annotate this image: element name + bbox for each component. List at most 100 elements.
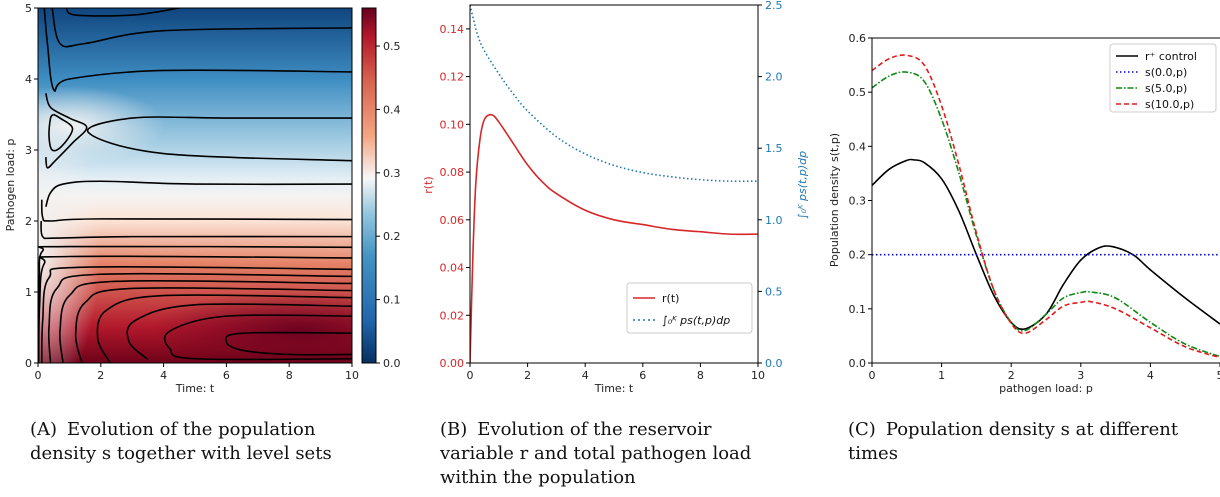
panel-c-y-tick-label: 0.4: [849, 140, 867, 153]
legend-box: [1109, 43, 1217, 113]
panel-b-ylabel-left: r(t): [422, 176, 435, 193]
contour-level-13: [45, 92, 88, 169]
panel-b-x-tick-label: 10: [751, 369, 765, 382]
panel-a-x-tick-label: 2: [97, 369, 104, 382]
legend-label-s0: s(0.0,p): [1145, 66, 1187, 79]
colorbar-tick-label: 0.2: [383, 230, 401, 243]
panel-a-y-tick-label: 1: [25, 286, 32, 299]
panel-b-series-1: [470, 5, 758, 183]
legend-label-r: r(t): [662, 292, 679, 305]
panel-c-x-tick-label: 2: [1008, 369, 1015, 382]
legend-label-integral: ∫₀ᴷ ps(t,p)dp: [662, 314, 730, 327]
panel-c-series-3: [872, 54, 1220, 359]
panel-b-yleft-tick-label: 0.12: [440, 71, 465, 84]
contour-level-9: [38, 245, 352, 321]
panel-c-y-tick-label: 0.2: [849, 249, 867, 262]
panel-c-y-tick-label: 0.6: [849, 32, 867, 45]
caption-c-tag: (C): [848, 419, 876, 440]
panel-c-legend: r⁺ control s(0.0,p) s(5.0,p) s(10.0,p): [1109, 43, 1217, 113]
panel-a-x-tick-label: 4: [160, 369, 167, 382]
panel-b-yright-tick-label: 0.5: [765, 285, 783, 298]
panel-b-line-chart: 0 2 4 6 8 10 0.00 0.02 0.04 0.06 0.08 0.10 0.12 0.14 0…: [422, 0, 809, 395]
panel-b-xlabel: Time: t: [594, 382, 634, 395]
colorbar: [361, 7, 377, 364]
contour-level-3: [96, 294, 352, 363]
colorbar-tick-label: 0.3: [383, 167, 401, 180]
contour-level-5: [58, 279, 352, 363]
panel-a-x-tick-label: 6: [223, 369, 230, 382]
panel-c-x-tick-label: 3: [1077, 369, 1084, 382]
contour-level-16: [43, 8, 352, 92]
figure-canvas: 0 2 4 6 8 10 0 1 2 3 4 5 Time: t Pathogen load: p 0…: [4, 0, 1220, 395]
panel-b-yright-tick-label: 0.0: [765, 357, 783, 370]
caption-b-text: Evolution of the reservoir variable r an…: [440, 419, 752, 488]
panel-b-yleft-tick-label: 0.14: [440, 23, 465, 36]
contour-level-17: [51, 8, 352, 48]
contour-level-2: [126, 303, 352, 361]
caption-c-text: Population density s at different times: [848, 419, 1179, 464]
contour-level-14: [48, 113, 74, 152]
contour-level-4: [74, 287, 352, 363]
panel-a-y-tick-label: 5: [25, 2, 32, 15]
panel-c-x-tick-label: 5: [1217, 369, 1220, 382]
contour-level-1: [163, 314, 352, 361]
panel-b-yright-tick-label: 1.5: [765, 142, 783, 155]
panel-b-ylabel-right: ∫₀ᴷ ps(t,p)dp: [796, 151, 809, 219]
contour-level-6: [47, 272, 352, 363]
panel-c-y-tick-label: 0.3: [849, 195, 867, 208]
colorbar-tick-label: 0.4: [383, 103, 401, 116]
legend-label-control: r⁺ control: [1145, 50, 1197, 63]
colorbar-tick-label: 0.5: [383, 40, 401, 53]
panel-a-heatmap: 0 2 4 6 8 10 0 1 2 3 4 5 Time: t Pathogen load: p 0…: [4, 2, 401, 395]
caption-a-text: Evolution of the population density s to…: [30, 419, 332, 464]
colorbar-ticks: 0.0 0.1 0.2 0.3 0.4 0.5: [376, 40, 401, 370]
panel-a-ylabel: Pathogen load: p: [4, 139, 17, 232]
panel-b-yright-tick-label: 2.5: [765, 0, 783, 12]
panel-a-frame: [37, 7, 353, 364]
caption-b: (B) Evolution of the reservoir variable r…: [440, 418, 790, 490]
panel-a-xlabel: Time: t: [175, 382, 215, 395]
contour-level-12: [45, 180, 352, 208]
contour-level-18: [65, 8, 180, 17]
panel-b-x-tick-label: 2: [524, 369, 531, 382]
panel-a-y-tick-label: 3: [25, 144, 32, 157]
panel-c-x-tick-label: 0: [869, 369, 876, 382]
contour-lines: [38, 8, 352, 363]
panel-b-frame: [469, 4, 759, 364]
panel-a-x-tick-label: 8: [286, 369, 293, 382]
panel-c-series-2: [872, 71, 1220, 358]
colorbar-tick-label: 0.1: [383, 294, 401, 307]
panel-b-series-0: [470, 113, 758, 363]
panel-b-x-tick-label: 0: [467, 369, 474, 382]
panel-c-line-chart: 0 1 2 3 4 5 0.0 0.1 0.2 0.3 0.4 0.5 0.6 pathogen loa…: [828, 32, 1220, 395]
contour-level-11: [40, 199, 352, 222]
panel-b-yleft-tick-label: 0.08: [440, 166, 465, 179]
contour-level-0: [225, 331, 352, 356]
panel-b-x-tick-label: 8: [697, 369, 704, 382]
panel-a-y-tick-label: 0: [25, 357, 32, 370]
contour-level-10: [40, 220, 352, 240]
panel-b-yright-tick-label: 2.0: [765, 71, 783, 84]
heatmap-left-light-band: [38, 100, 100, 363]
panel-a-x-tick-label: 10: [345, 369, 359, 382]
panel-c-ticks: 0 1 2 3 4 5 0.0 0.1 0.2 0.3 0.4 0.5 0.6: [849, 32, 1220, 382]
panel-a-y-tick-label: 2: [25, 215, 32, 228]
panel-b-legend: r(t) ∫₀ᴷ ps(t,p)dp: [626, 282, 753, 334]
panel-c-ylabel: Population density s(t,p): [828, 133, 841, 267]
panel-b-yleft-tick-label: 0.06: [440, 214, 465, 227]
panel-a-ticks: 0 2 4 6 8 10 0 1 2 3 4 5: [25, 2, 359, 382]
panel-c-x-tick-label: 4: [1147, 369, 1154, 382]
panel-c-y-tick-label: 0.1: [849, 303, 867, 316]
caption-a: (A) Evolution of the population density s…: [30, 418, 380, 466]
caption-c: (C) Population density s at different tim…: [848, 418, 1198, 466]
panel-b-x-tick-label: 4: [582, 369, 589, 382]
heatmap-high-density-region: [150, 290, 352, 363]
panel-b-yleft-tick-label: 0.00: [440, 357, 465, 370]
panel-b-yleft-tick-label: 0.10: [440, 118, 465, 131]
caption-a-tag: (A): [30, 419, 58, 440]
legend-box: [626, 282, 753, 334]
colorbar-tick-label: 0.0: [383, 357, 401, 370]
panel-c-y-tick-label: 0.0: [849, 357, 867, 370]
panel-b-ticks: 0 2 4 6 8 10 0.00 0.02 0.04 0.06 0.08 0.10 0.12 0.14 0…: [440, 0, 783, 382]
panel-b-yleft-tick-label: 0.04: [440, 262, 465, 275]
